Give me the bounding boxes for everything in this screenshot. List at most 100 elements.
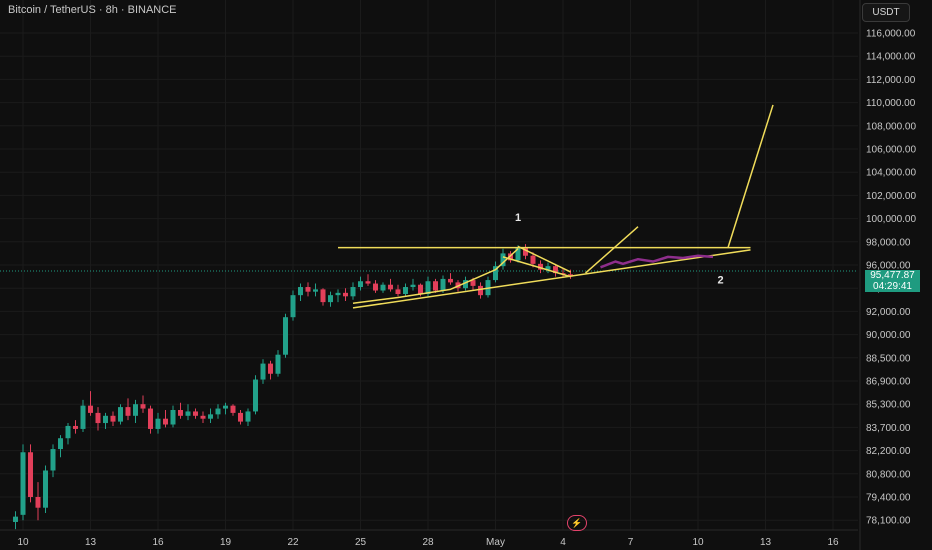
candle-body xyxy=(103,415,108,424)
candle xyxy=(223,402,228,415)
price-tick-label: 96,000.00 xyxy=(866,261,911,272)
candle xyxy=(410,278,416,291)
candle xyxy=(283,313,288,358)
candle xyxy=(478,282,483,299)
candle-body xyxy=(43,470,48,508)
candle-body xyxy=(478,285,483,296)
last-price-value: 95,477.87 xyxy=(870,270,915,281)
candle xyxy=(35,482,41,521)
candle-body xyxy=(88,405,93,413)
candle xyxy=(268,360,273,380)
candle-body xyxy=(20,452,26,515)
candle xyxy=(500,248,506,270)
candle xyxy=(80,399,86,433)
candle-body xyxy=(163,418,168,425)
candle xyxy=(433,278,438,293)
candle-body xyxy=(500,253,506,267)
candle-body xyxy=(178,410,183,416)
time-tick-label: 10 xyxy=(692,537,704,548)
candle xyxy=(215,404,221,419)
candle xyxy=(553,263,558,277)
candle xyxy=(328,291,333,307)
candle-body xyxy=(110,415,116,422)
currency-button[interactable]: USDT xyxy=(862,3,910,22)
candle-body xyxy=(125,407,131,416)
candle-body xyxy=(350,287,356,297)
price-tick-label: 116,000.00 xyxy=(866,29,916,40)
candlestick-series xyxy=(13,244,573,530)
candle xyxy=(110,411,116,426)
price-tick-label: 108,000.00 xyxy=(866,121,916,132)
lightning-icon[interactable]: ⚡ xyxy=(567,515,587,531)
candle-body xyxy=(155,418,161,429)
candle xyxy=(358,276,363,291)
candle-body xyxy=(80,405,86,429)
candle xyxy=(253,375,258,415)
time-tick-label: May xyxy=(486,537,505,548)
candle xyxy=(260,359,266,384)
chart-annotations: 12 xyxy=(515,212,724,287)
price-tick-label: 98,000.00 xyxy=(866,237,911,248)
projection-path xyxy=(600,254,714,269)
candle-body xyxy=(530,255,536,264)
candle xyxy=(20,444,26,521)
time-tick-label: 7 xyxy=(628,537,634,548)
candle-body xyxy=(425,281,431,294)
last-price-badge: 95,477.87 04:29:41 xyxy=(865,270,920,292)
time-tick-label: 19 xyxy=(220,537,232,548)
candle xyxy=(230,404,236,416)
candle-body xyxy=(200,415,206,419)
candle-body xyxy=(373,283,378,291)
candle-body xyxy=(238,412,243,422)
candle xyxy=(58,435,63,458)
candle xyxy=(388,278,393,292)
candle-body xyxy=(65,425,71,439)
symbol-title[interactable]: Bitcoin / TetherUS · 8h · BINANCE xyxy=(8,4,177,16)
candle xyxy=(208,408,213,424)
candle-body xyxy=(208,414,213,419)
trend-drawings xyxy=(338,104,774,309)
support-trendline xyxy=(352,249,751,309)
candle xyxy=(485,276,491,298)
candle xyxy=(380,282,386,293)
short-breakout-line xyxy=(585,226,639,274)
candle-body xyxy=(320,289,326,303)
candle-body xyxy=(28,452,33,497)
time-tick-label: 28 xyxy=(422,537,434,548)
curved-trendline xyxy=(352,248,519,305)
candle-body xyxy=(35,497,41,508)
candle-body xyxy=(545,266,551,270)
candle xyxy=(200,411,206,424)
candle xyxy=(133,399,138,424)
candle-body xyxy=(395,289,401,294)
candle xyxy=(163,410,168,428)
annotation-label: 2 xyxy=(717,275,723,287)
candle xyxy=(523,244,528,260)
candle xyxy=(193,408,198,419)
price-axis[interactable]: 116,000.00 114,000.00 112,000.00 110,000.00… xyxy=(859,0,916,550)
candle xyxy=(50,444,56,478)
time-tick-label: 25 xyxy=(355,537,367,548)
price-tick-label: 90,000.00 xyxy=(866,330,911,341)
candle xyxy=(320,288,326,306)
candle xyxy=(245,408,251,426)
price-tick-label: 85,300.00 xyxy=(866,400,911,411)
candle xyxy=(313,283,318,297)
candle xyxy=(395,284,401,297)
candle xyxy=(538,260,543,274)
candle-body xyxy=(515,247,521,261)
candle-body xyxy=(440,278,446,291)
breakout-target-line xyxy=(727,104,774,248)
candle-body xyxy=(50,449,56,471)
candle-body xyxy=(553,266,558,274)
candle xyxy=(365,274,371,286)
candle xyxy=(238,410,243,425)
time-axis[interactable]: 10 13 16 19 22 25 28 May 4 7 10 13 16 xyxy=(0,529,858,548)
candle-body xyxy=(388,284,393,290)
time-tick-label: 16 xyxy=(827,537,839,548)
candle xyxy=(335,289,341,303)
candle xyxy=(508,251,513,263)
price-tick-label: 88,500.00 xyxy=(866,353,911,364)
candle xyxy=(43,465,48,514)
